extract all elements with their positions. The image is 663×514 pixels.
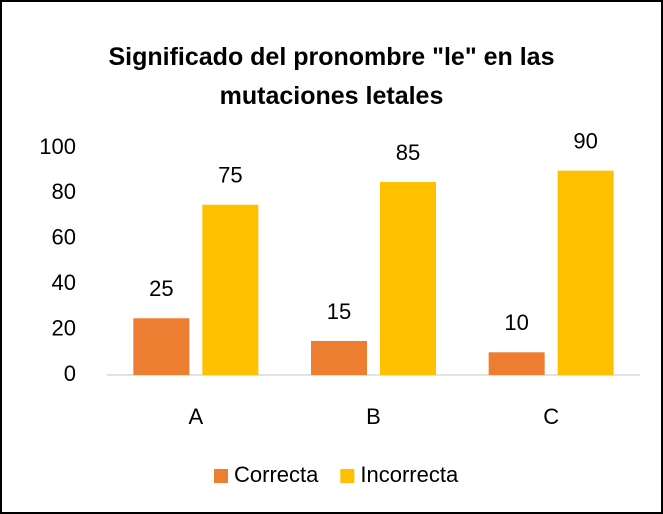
bar xyxy=(380,182,436,375)
x-tick-label: B xyxy=(366,404,381,429)
y-tick-label: 0 xyxy=(64,361,76,386)
legend-label: Correcta xyxy=(234,462,319,487)
data-label: 25 xyxy=(149,276,173,301)
legend-label: Incorrecta xyxy=(360,462,459,487)
data-label: 75 xyxy=(218,163,242,188)
y-tick-label: 20 xyxy=(52,315,76,340)
chart-title: Significado del pronombre "le" en las mu… xyxy=(108,43,555,110)
bar xyxy=(557,170,614,375)
data-label: 15 xyxy=(327,299,351,324)
bar xyxy=(488,352,545,375)
legend-swatch xyxy=(340,469,355,483)
bar xyxy=(202,204,259,375)
x-tick-label: C xyxy=(543,404,559,429)
y-tick-label: 60 xyxy=(52,225,76,250)
legend-swatch xyxy=(214,469,228,483)
data-label: 85 xyxy=(396,140,420,165)
data-label: 10 xyxy=(504,310,528,335)
y-tick-label: 80 xyxy=(52,179,76,204)
bar xyxy=(311,340,367,375)
bar xyxy=(133,318,190,375)
data-label: 90 xyxy=(573,129,597,154)
y-tick-label: 40 xyxy=(52,270,76,295)
x-tick-label: A xyxy=(188,404,203,429)
y-tick-label: 100 xyxy=(39,134,76,159)
